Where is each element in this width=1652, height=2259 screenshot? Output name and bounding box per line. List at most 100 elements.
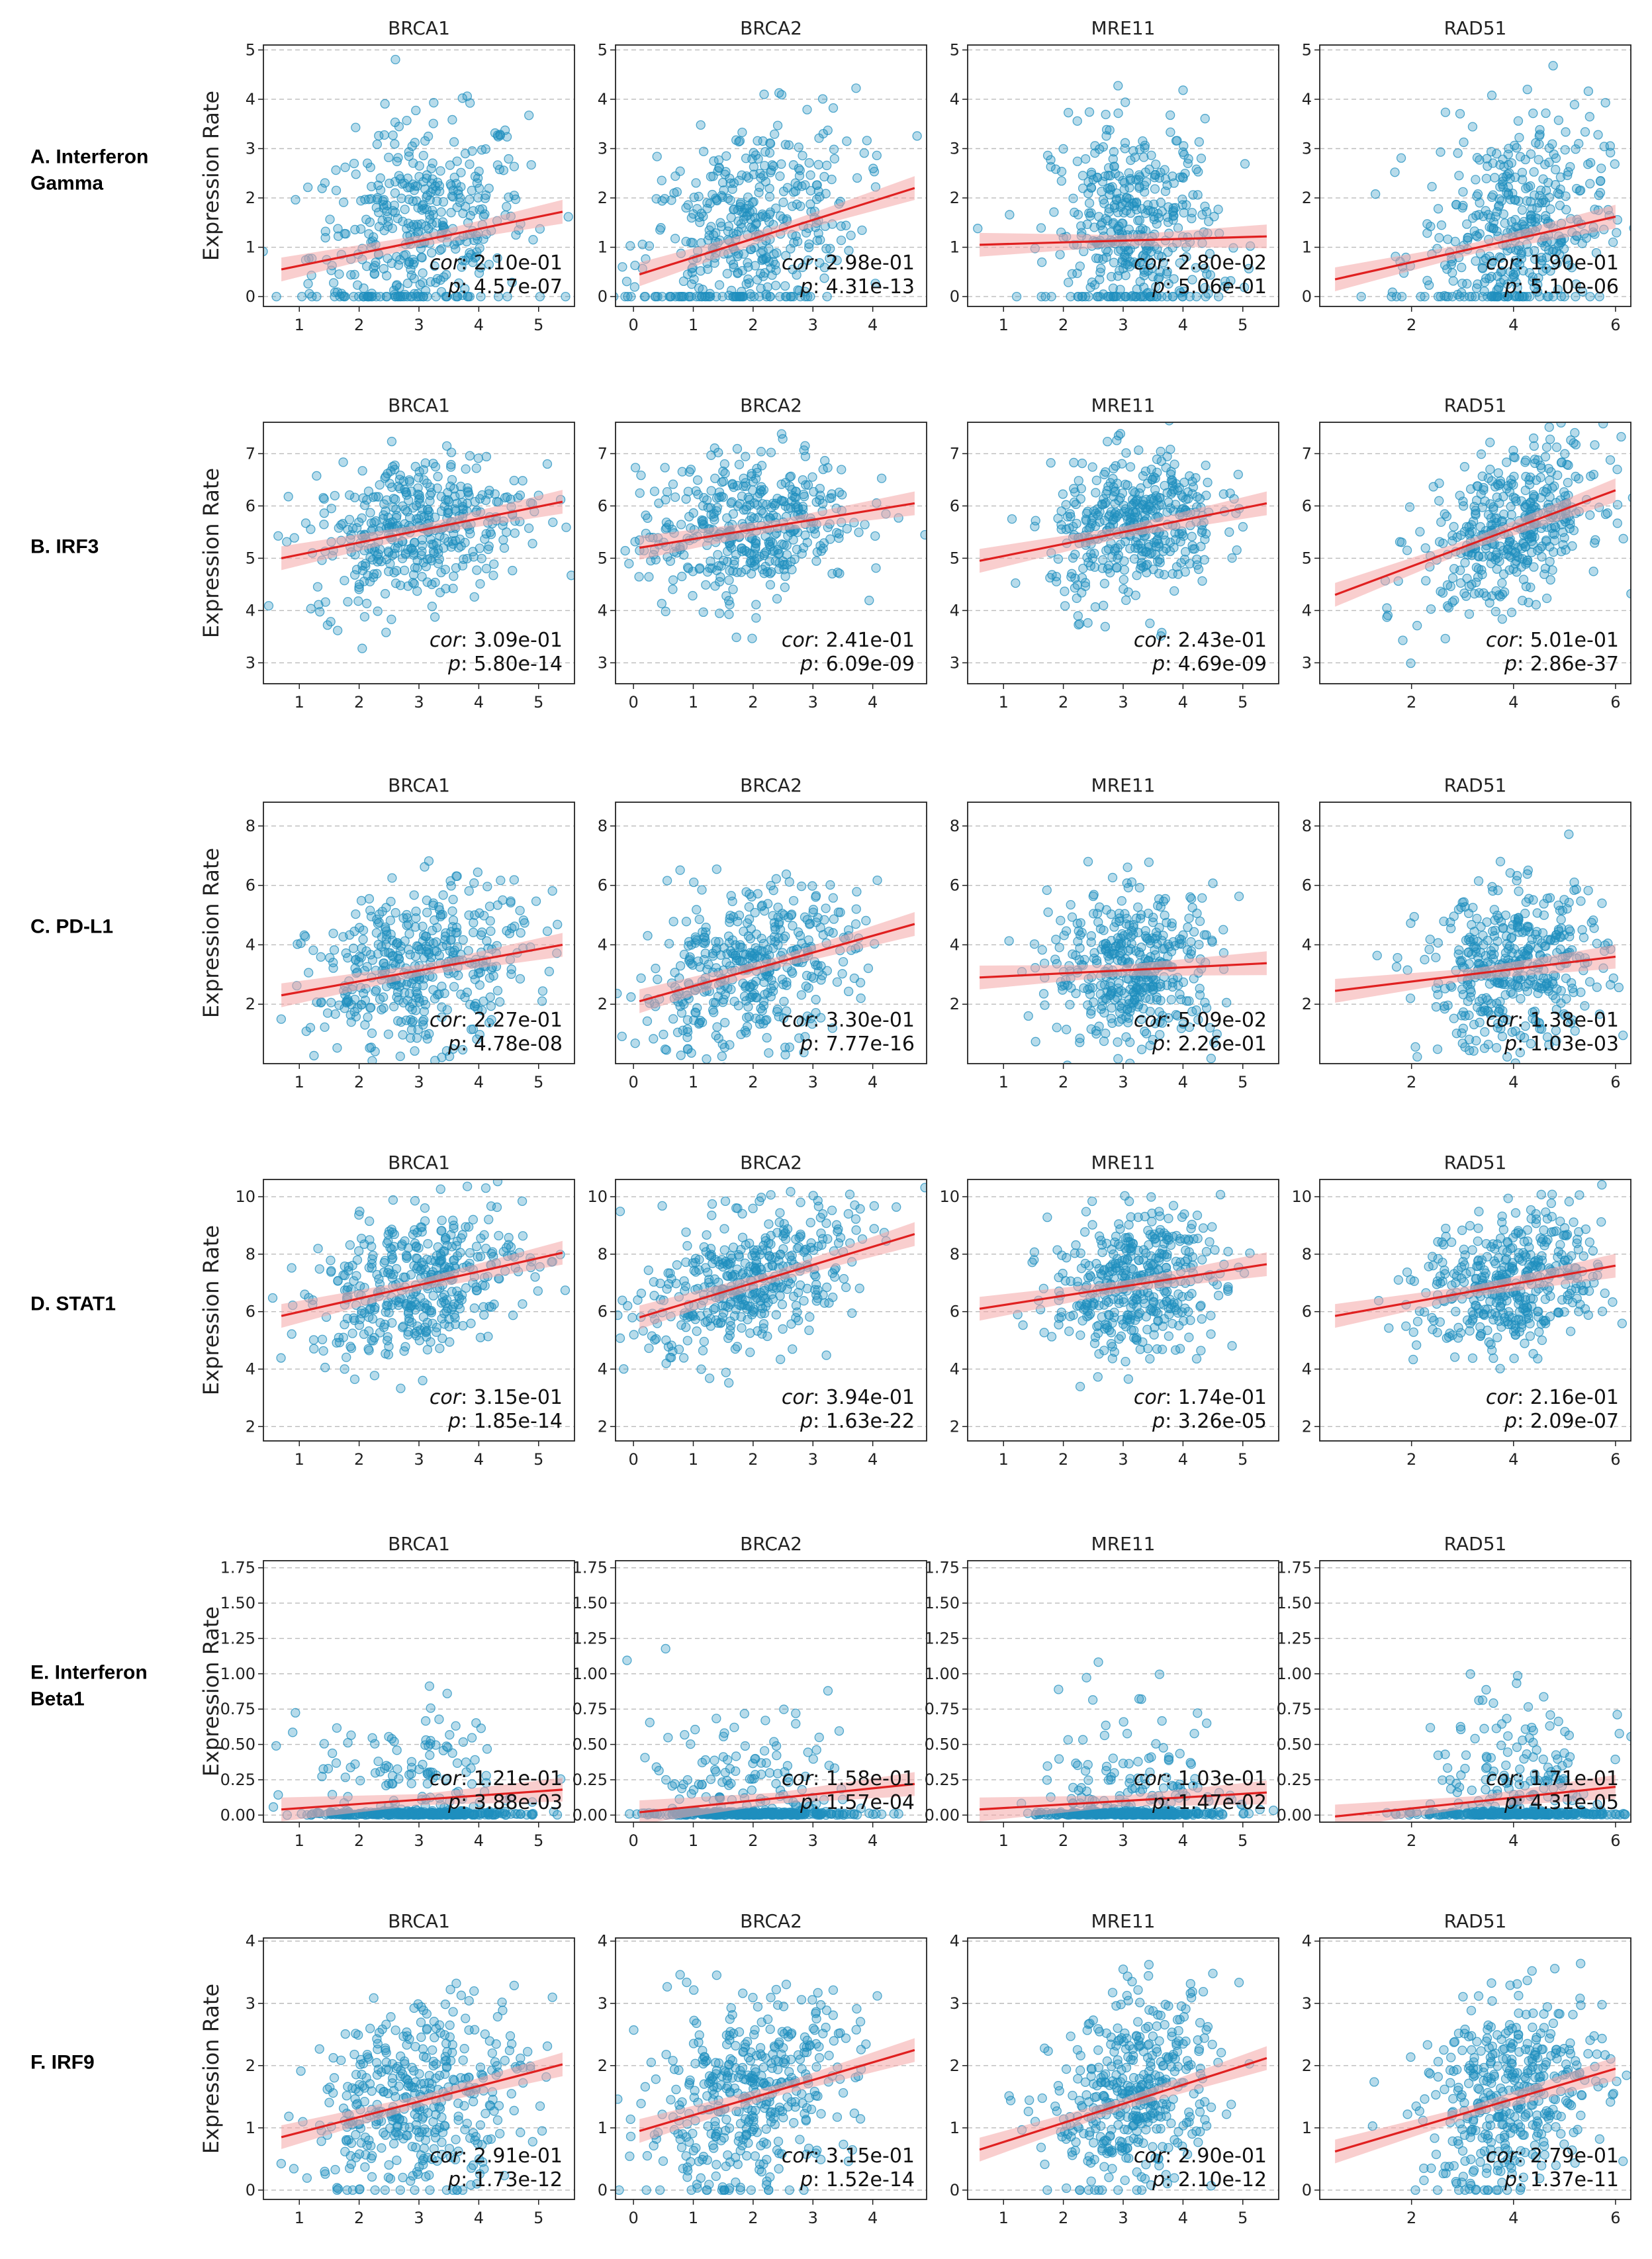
scatter-point	[1157, 252, 1167, 262]
scatter-point	[1185, 471, 1195, 481]
scatter-point	[368, 573, 379, 582]
scatter-point	[389, 958, 399, 968]
scatter-point	[428, 118, 438, 128]
scatter-point	[776, 89, 787, 100]
scatter-point	[1196, 154, 1207, 163]
scatter-point	[778, 187, 789, 197]
cor-label: cor	[782, 1009, 814, 1032]
y-tick-label: 4	[246, 935, 255, 954]
scatter-point	[1240, 159, 1250, 169]
scatter-point	[1139, 152, 1149, 162]
scatter-point	[644, 572, 654, 582]
scatter-point	[1169, 543, 1179, 553]
scatter-point	[420, 184, 430, 194]
scatter-point	[445, 876, 455, 886]
scatter-point	[465, 210, 475, 220]
scatter-point	[1530, 458, 1540, 469]
scatter-point	[1585, 510, 1595, 520]
scatter-point	[1502, 279, 1512, 289]
scatter-point	[751, 542, 760, 552]
scatter-point	[448, 894, 458, 905]
scatter-point	[1471, 256, 1481, 266]
scatter-point	[1616, 432, 1626, 442]
scatter-point	[711, 1031, 721, 1040]
scatter-point	[721, 151, 731, 161]
scatter-point	[477, 490, 487, 500]
scatter-point	[725, 913, 735, 924]
scatter-point	[326, 997, 336, 1007]
scatter-point	[1109, 257, 1119, 267]
scatter-point	[1179, 208, 1189, 218]
scatter-point	[837, 969, 847, 979]
scatter-point	[1646, 449, 1652, 458]
scatter-point	[331, 185, 342, 195]
scatter-point	[828, 893, 838, 903]
scatter-point	[804, 158, 814, 168]
scatter-point	[469, 552, 479, 562]
scatter-point	[1113, 431, 1124, 441]
scatter-point	[422, 170, 432, 180]
scatter-point	[1475, 155, 1485, 165]
scatter-point	[1479, 483, 1489, 493]
scatter-point	[318, 492, 328, 503]
x-tick-label: 4	[1178, 1073, 1188, 1091]
scatter-point	[733, 1001, 743, 1011]
scatter-point	[664, 939, 674, 948]
scatter-point	[372, 914, 382, 925]
scatter-point	[1508, 445, 1518, 455]
scatter-point	[430, 462, 441, 472]
scatter-point	[862, 136, 872, 146]
scatter-point	[390, 54, 400, 65]
scatter-point	[436, 207, 446, 217]
scatter-point	[315, 607, 325, 617]
scatter-point	[717, 1051, 727, 1062]
scatter-point	[1105, 510, 1115, 520]
scatter-point	[695, 217, 705, 228]
scatter-point	[465, 98, 475, 108]
scatter-point	[282, 537, 292, 547]
scatter-point	[402, 490, 412, 500]
scatter-point	[316, 997, 326, 1007]
scatter-point	[676, 1050, 686, 1060]
scatter-point	[1522, 196, 1532, 206]
scatter-point	[1458, 187, 1468, 197]
scatter-point	[729, 178, 739, 188]
scatter-point	[383, 512, 393, 522]
scatter-point	[461, 201, 471, 212]
scatter-point	[1071, 499, 1081, 510]
scatter-point	[356, 999, 367, 1010]
scatter-point	[1083, 291, 1093, 302]
scatter-point	[1091, 253, 1101, 263]
scatter-point	[528, 539, 537, 549]
scatter-point	[1091, 475, 1102, 485]
x-tick-label: 3	[808, 1073, 818, 1091]
scatter-point	[1595, 188, 1606, 198]
scatter-point	[1402, 545, 1412, 555]
scatter-point	[1056, 915, 1066, 925]
scatter-point	[1596, 163, 1606, 173]
x-tick-label: 2	[1406, 316, 1416, 334]
scatter-point	[1062, 1025, 1072, 1035]
scatter-point	[422, 291, 432, 302]
scatter-point	[725, 178, 735, 188]
y-tick-label: 6	[950, 876, 960, 895]
p-label: p	[1504, 653, 1517, 676]
scatter-point	[691, 1008, 701, 1018]
y-tick-label: 0	[950, 287, 960, 306]
scatter-point	[370, 261, 380, 271]
scatter-point	[1152, 219, 1162, 229]
scatter-point	[1055, 250, 1065, 259]
scatter-point	[1456, 288, 1467, 298]
scatter-point	[1166, 995, 1176, 1005]
x-tick-label: 2	[1058, 316, 1068, 334]
cor-value: 5.01e-01	[1530, 629, 1619, 652]
scatter-point	[1506, 502, 1516, 512]
scatter-point	[343, 952, 353, 963]
scatter-point	[1159, 570, 1170, 580]
scatter-point	[349, 492, 360, 502]
y-tick-label: 4	[598, 935, 608, 954]
scatter-point	[1462, 219, 1472, 229]
scatter-point	[746, 291, 756, 302]
scatter-point	[492, 160, 503, 170]
